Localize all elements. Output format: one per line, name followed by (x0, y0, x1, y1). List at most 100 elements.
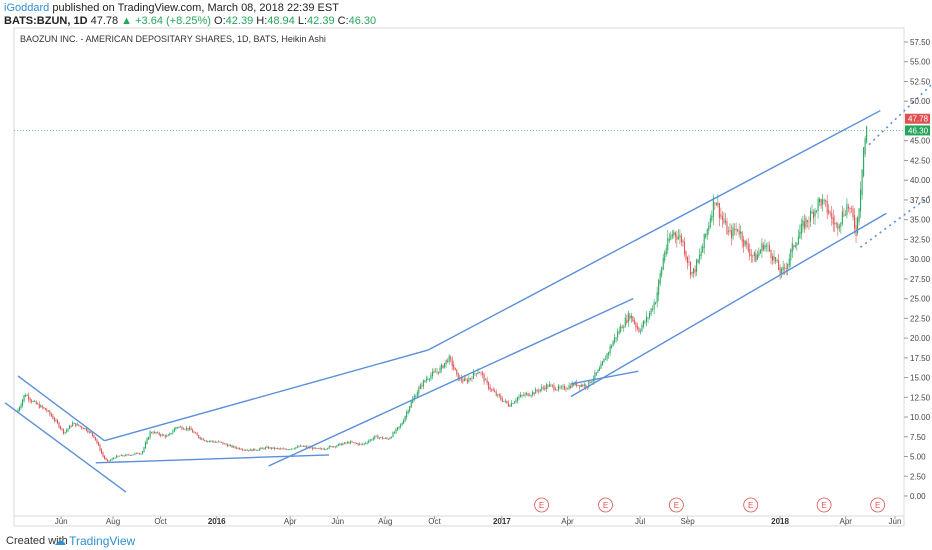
candle-body (143, 447, 145, 452)
earnings-label: E (674, 501, 679, 510)
candle-body (720, 214, 722, 217)
candle-body (500, 395, 502, 400)
candle-body (761, 242, 763, 252)
candle-body (541, 386, 543, 390)
candle-body (510, 402, 512, 407)
candle-body (478, 372, 481, 374)
candle-body (756, 254, 758, 260)
candle-body (102, 452, 104, 457)
candle-body (199, 437, 201, 440)
candle-body (395, 428, 397, 433)
candle-body (178, 426, 180, 428)
candle-body (349, 441, 352, 444)
low-label: L: (297, 15, 308, 27)
candle-body (605, 359, 607, 360)
candle-body (612, 341, 614, 347)
candle-body (465, 379, 467, 381)
candle-body (315, 447, 317, 449)
author-link[interactable]: iGoddard (4, 2, 50, 14)
candle-body (832, 217, 834, 225)
candle-body (705, 234, 707, 238)
y-tick-label: 25.00 (910, 295, 931, 304)
candle-body (233, 446, 235, 448)
candle-body (26, 395, 28, 397)
candle-body (533, 392, 535, 394)
candle-body (723, 218, 725, 224)
candle-body (377, 435, 379, 439)
candle-body (444, 363, 446, 368)
candle-body (56, 420, 59, 423)
candle-body (583, 384, 585, 387)
candle-body (128, 454, 130, 456)
x-tick-label: 2018 (771, 517, 789, 526)
candle-body (609, 345, 611, 354)
candle-body (633, 320, 635, 324)
candle-body (161, 434, 163, 436)
candle-body (501, 398, 503, 402)
candle-body (708, 225, 710, 231)
x-tick-label: Jul (635, 517, 645, 526)
candle-body (544, 387, 546, 390)
candle-body (59, 426, 62, 430)
candle-body (750, 254, 752, 256)
price-chart[interactable]: BAOZUN INC. - AMERICAN DEPOSITARY SHARES… (0, 0, 932, 530)
candle-body (99, 444, 101, 451)
candle-body (803, 221, 805, 229)
candle-body (731, 230, 733, 239)
x-tick-label: Jun (331, 517, 344, 526)
candle-body (743, 239, 745, 247)
candle-body (806, 220, 808, 223)
candle-body (829, 212, 831, 214)
trend-line (570, 370, 639, 385)
candle-body (343, 442, 345, 444)
candle-body (263, 448, 265, 450)
candle-body (506, 400, 508, 404)
candle-body (439, 367, 441, 373)
candle-body (538, 390, 540, 392)
candle-body (201, 438, 203, 440)
candle-body (559, 387, 561, 388)
candle-body (744, 240, 746, 245)
y-tick-label: 40.00 (910, 176, 931, 185)
tradingview-logo[interactable]: ☁ TradingView (54, 534, 135, 548)
candle-body (52, 415, 54, 420)
candle-body (220, 441, 222, 443)
candle-body (656, 292, 658, 304)
candle-body (41, 405, 43, 408)
candle-body (526, 393, 528, 395)
candle-body (160, 434, 162, 437)
candle-body (686, 257, 689, 264)
candle-body (746, 241, 748, 245)
candle-body (729, 229, 731, 232)
candle-body (34, 401, 36, 402)
candle-body (709, 218, 711, 227)
candle-body (636, 326, 638, 329)
candle-body (61, 428, 63, 430)
candle-body (674, 232, 676, 237)
candle-body (386, 438, 388, 439)
candle-body (251, 449, 253, 452)
y-tick-label: 5.00 (910, 453, 926, 462)
candle-body (372, 437, 374, 440)
candle-body (428, 378, 430, 380)
candle-body (287, 449, 289, 451)
candle-body (519, 394, 522, 397)
candle-body (800, 223, 802, 234)
candle-body (283, 448, 285, 450)
candle-body (413, 396, 415, 400)
candle-body (195, 432, 197, 434)
candle-body (620, 325, 622, 332)
candle-body (644, 321, 646, 323)
candle-body (809, 210, 812, 222)
candle-body (448, 355, 450, 362)
x-tick-label: Apr (561, 517, 574, 526)
candle-body (354, 442, 356, 444)
candle-body (359, 443, 361, 445)
candle-body (447, 360, 449, 363)
candle-body (781, 268, 783, 274)
candle-body (759, 250, 761, 254)
candle-body (424, 380, 426, 383)
candle-body (157, 432, 159, 434)
candle-body (438, 371, 440, 374)
candle-body (441, 364, 443, 369)
